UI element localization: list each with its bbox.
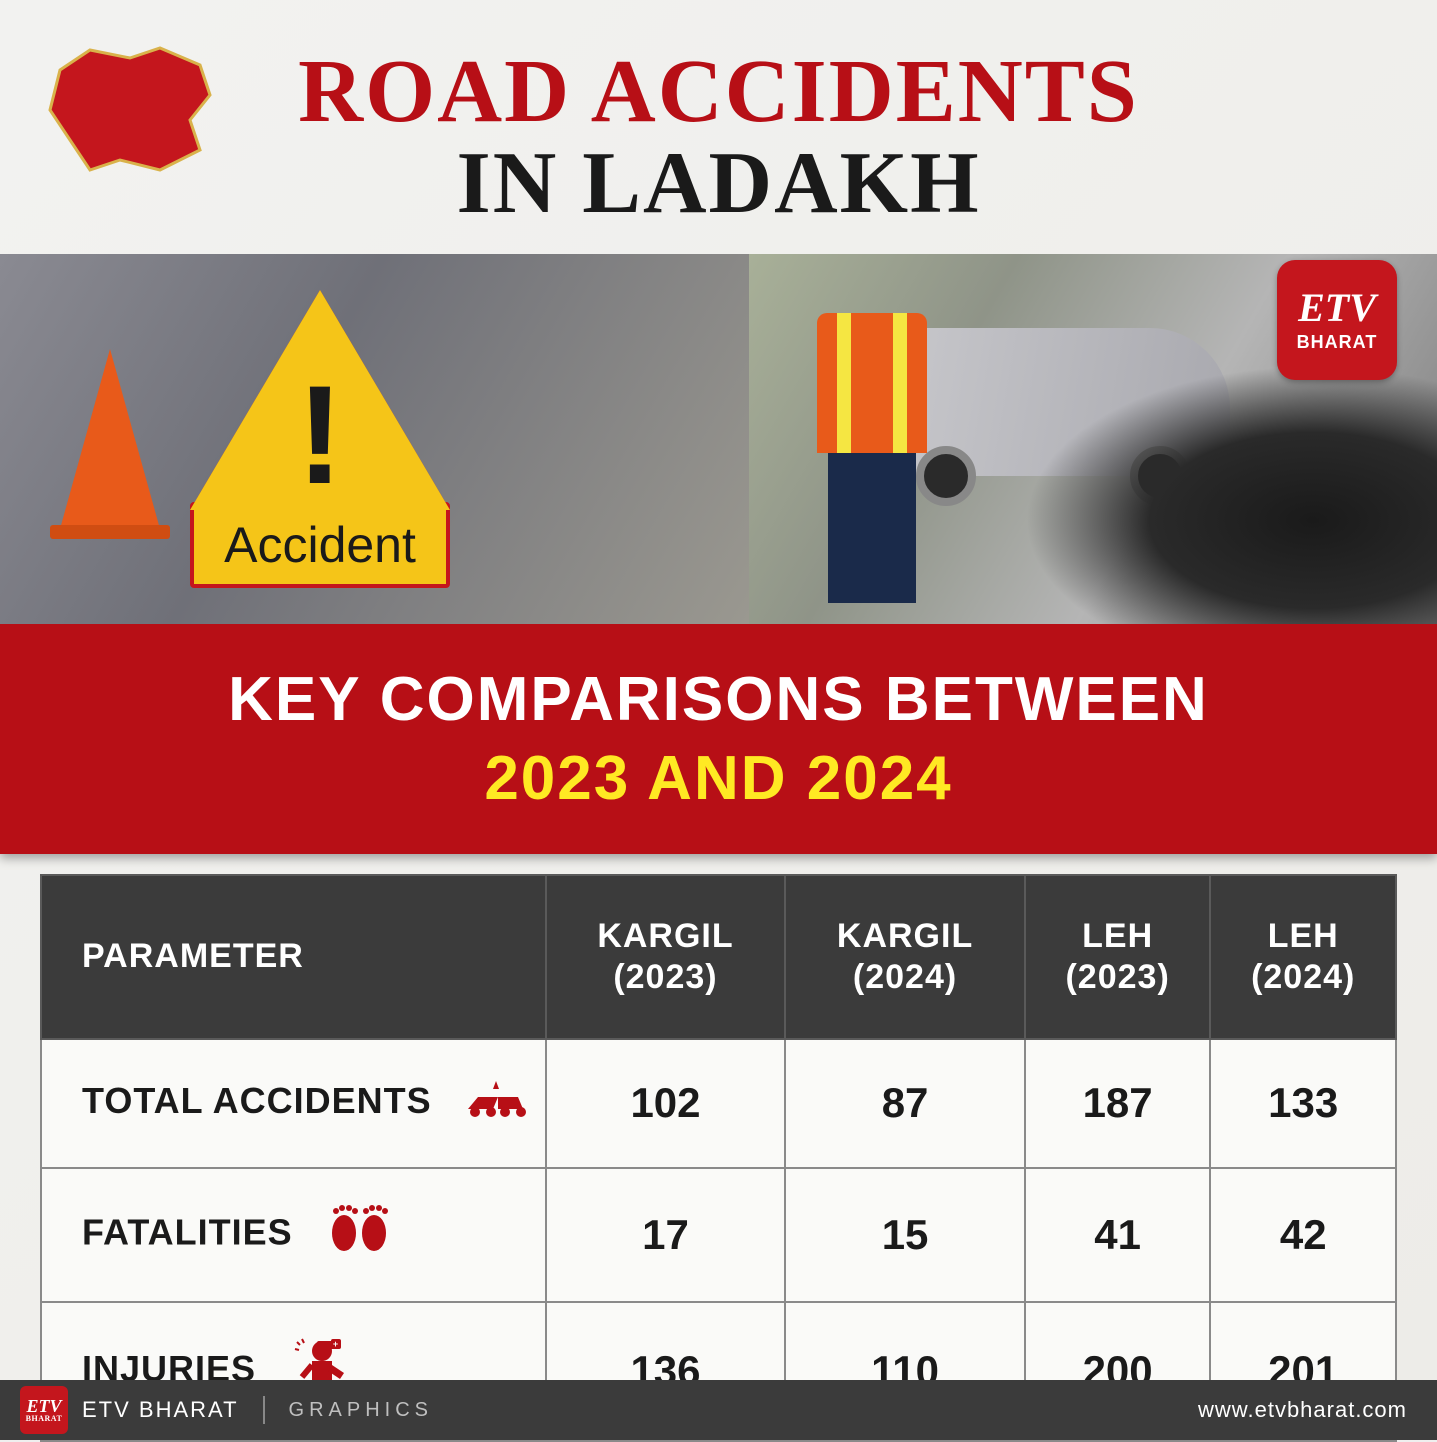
cell-value: 87 bbox=[785, 1039, 1025, 1168]
table-header-row: PARAMETER KARGIL (2023) KARGIL (2024) LE… bbox=[41, 875, 1396, 1039]
data-table-container: PARAMETER KARGIL (2023) KARGIL (2024) LE… bbox=[0, 874, 1437, 1442]
traffic-cone-icon bbox=[60, 349, 160, 529]
param-fatalities: FATALITIES bbox=[41, 1168, 546, 1302]
responder-figure bbox=[817, 273, 927, 573]
svg-text:+: + bbox=[333, 1339, 339, 1349]
logo-bottom-text: BHARAT bbox=[1297, 332, 1378, 353]
footer-divider bbox=[263, 1396, 265, 1424]
photo-accident-sign: ! Accident bbox=[0, 254, 749, 624]
col-kargil-2024: KARGIL (2024) bbox=[785, 875, 1025, 1039]
cell-value: 17 bbox=[546, 1168, 786, 1302]
cell-value: 187 bbox=[1025, 1039, 1211, 1168]
exclamation-icon: ! bbox=[297, 365, 344, 505]
header: ROAD ACCIDENTS IN LADAKH bbox=[0, 0, 1437, 234]
row-label: FATALITIES bbox=[82, 1211, 293, 1252]
comparison-banner: KEY COMPARISONS BETWEEN 2023 AND 2024 bbox=[0, 624, 1437, 854]
cell-value: 41 bbox=[1025, 1168, 1211, 1302]
accident-label: Accident bbox=[190, 502, 450, 588]
table-row: TOTAL ACCIDENTS 102 87 187 133 bbox=[41, 1039, 1396, 1168]
footer-brand: ETV BHARAT bbox=[82, 1397, 239, 1423]
banner-line-1: KEY COMPARISONS BETWEEN bbox=[20, 664, 1417, 735]
row-label: TOTAL ACCIDENTS bbox=[82, 1080, 432, 1121]
cell-value: 102 bbox=[546, 1039, 786, 1168]
table-row: FATALITIES 17 15 41 42 bbox=[41, 1168, 1396, 1302]
warning-sign: ! Accident bbox=[190, 290, 450, 588]
logo-top-text: ETV bbox=[1298, 288, 1376, 328]
footer-url: www.etvbharat.com bbox=[1198, 1397, 1407, 1423]
ladakh-map-icon bbox=[40, 40, 220, 180]
infographic-canvas: ROAD ACCIDENTS IN LADAKH ETV BHARAT ! Ac… bbox=[0, 0, 1437, 1440]
wrecked-car-shape bbox=[1024, 365, 1437, 624]
cell-value: 42 bbox=[1210, 1168, 1396, 1302]
col-leh-2023: LEH (2023) bbox=[1025, 875, 1211, 1039]
param-total-accidents: TOTAL ACCIDENTS bbox=[41, 1039, 546, 1168]
cell-value: 133 bbox=[1210, 1039, 1396, 1168]
etv-bharat-logo: ETV BHARAT bbox=[1277, 260, 1397, 380]
footer-logo-icon: ETVBHARAT bbox=[20, 1386, 68, 1434]
comparison-table: PARAMETER KARGIL (2023) KARGIL (2024) LE… bbox=[40, 874, 1397, 1442]
col-parameter: PARAMETER bbox=[41, 875, 546, 1039]
photo-band: ! Accident bbox=[0, 254, 1437, 624]
car-crash-icon bbox=[463, 1074, 533, 1133]
col-leh-2024: LEH (2024) bbox=[1210, 875, 1396, 1039]
banner-line-2: 2023 AND 2024 bbox=[20, 743, 1417, 814]
footer-bar: ETVBHARAT ETV BHARAT GRAPHICS www.etvbha… bbox=[0, 1380, 1437, 1440]
footer-section: GRAPHICS bbox=[289, 1399, 433, 1422]
col-kargil-2023: KARGIL (2023) bbox=[546, 875, 786, 1039]
footprints-icon bbox=[324, 1203, 394, 1267]
cell-value: 15 bbox=[785, 1168, 1025, 1302]
